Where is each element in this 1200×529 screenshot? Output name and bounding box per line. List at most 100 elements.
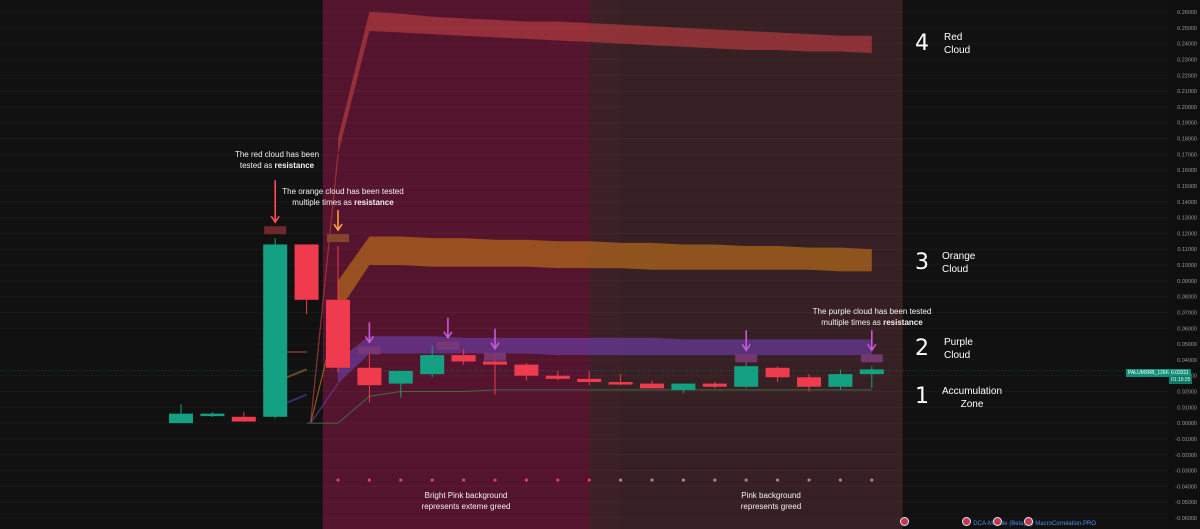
- price-axis-tick: 0.04000: [1177, 358, 1197, 364]
- resistance-marker: [358, 346, 381, 355]
- purple-cloud-zone-label: Purple Cloud: [944, 336, 980, 362]
- candle-body: [859, 369, 884, 375]
- price-axis-tick: 0.05000: [1177, 342, 1197, 348]
- price-axis-tick: 0.25000: [1177, 26, 1197, 32]
- zone-1-label-line1: Accumulation: [942, 386, 1003, 397]
- zone-2-label-line2: Cloud: [944, 350, 971, 361]
- price-axis-tick: 0.02000: [1177, 390, 1197, 396]
- price-axis-tick: 0.07000: [1177, 310, 1197, 316]
- signal-dot: [493, 478, 497, 482]
- signal-dot: [462, 478, 466, 482]
- candle-body: [734, 366, 759, 387]
- signal-dot: [870, 478, 874, 482]
- purple-cloud-leadin: [310, 383, 339, 424]
- signal-dot: [650, 478, 654, 482]
- signal-dot: [713, 478, 717, 482]
- candle-body: [702, 383, 727, 387]
- signal-dot: [336, 478, 340, 482]
- candle-body: [608, 382, 633, 385]
- signal-dot: [367, 478, 371, 482]
- resistance-marker: [264, 226, 287, 235]
- purple-note-line2-bold: resistance: [883, 318, 923, 327]
- price-axis-tick: -0.03000: [1175, 469, 1197, 475]
- arrow-head: [490, 342, 500, 351]
- zone-3-number: 3: [915, 249, 929, 275]
- pink-note-line1: Pink background: [741, 491, 801, 500]
- orange-cloud-zone-label: Orange Cloud: [942, 250, 978, 276]
- signal-dot: [587, 478, 591, 482]
- zone-1-number: 1: [915, 383, 929, 409]
- price-axis-tick: 0.15000: [1177, 184, 1197, 190]
- price-axis-tick: -0.01000: [1175, 437, 1197, 443]
- orange-cloud: [338, 236, 872, 313]
- arrow-head: [333, 223, 343, 232]
- price-axis-tick: 0.01000: [1177, 405, 1197, 411]
- footer-brand-link[interactable]: DCA-Module (Beta) by MacroCorrelation.PR…: [973, 521, 1096, 527]
- red-note-line2-pre: tested as: [239, 161, 275, 170]
- price-axis-panel: [1168, 0, 1200, 529]
- zone-4-label-line1: Red: [944, 32, 963, 43]
- signal-dot: [776, 478, 780, 482]
- zone-2-label-line1: Purple: [944, 337, 973, 348]
- candle-body: [545, 375, 570, 379]
- bright-pink-note-line2: represents exteme greed: [421, 502, 511, 511]
- price-axis-tick: 0.13000: [1177, 216, 1197, 222]
- arrow-head: [270, 215, 280, 224]
- flag-icon[interactable]: [900, 517, 909, 526]
- red-cloud-note: The red cloud has been tested as resista…: [222, 149, 332, 171]
- signal-dot: [838, 478, 843, 482]
- purple-note-line1: The purple cloud has been tested: [812, 307, 932, 316]
- candle-body: [671, 383, 696, 390]
- resistance-marker: [436, 341, 459, 350]
- zone-3-label-line1: Orange: [942, 251, 976, 262]
- candle-body: [294, 244, 319, 300]
- resistance-marker: [860, 354, 883, 363]
- price-axis-tick: 0.08000: [1177, 295, 1197, 301]
- purple-note-line2-pre: multiple times as: [821, 318, 884, 327]
- accumulation-zone-label: Accumulation Zone: [942, 385, 1002, 411]
- resistance-marker: [327, 234, 349, 243]
- flag-icon[interactable]: [993, 517, 1002, 526]
- candle-body: [765, 367, 790, 378]
- flag-icon[interactable]: [1024, 517, 1033, 526]
- bright-pink-note-line1: Bright Pink background: [424, 491, 508, 500]
- signal-dot: [681, 478, 686, 482]
- current-price-tag: 0.03311: [1169, 369, 1191, 377]
- price-axis-tick: 0.22000: [1177, 73, 1197, 79]
- zone-3-label-line2: Cloud: [942, 264, 969, 275]
- signal-dot: [399, 478, 403, 482]
- price-axis-tick: 0.11000: [1178, 247, 1197, 253]
- orange-note-line2-pre: multiple times as: [292, 198, 355, 207]
- signal-dot: [619, 478, 623, 482]
- candle-body: [263, 244, 288, 417]
- pink-note-line2: represents greed: [740, 502, 802, 511]
- zone-1-label-line2: Zone: [960, 399, 984, 410]
- price-axis-tick: 0.18000: [1177, 137, 1197, 143]
- pink-background-note: Pink background represents greed: [716, 490, 826, 512]
- price-axis-tick: 0.17000: [1177, 152, 1197, 158]
- candle-body: [200, 413, 225, 417]
- arrow-head: [741, 343, 751, 352]
- red-cloud-leadin: [310, 154, 339, 424]
- purple-cloud: [338, 336, 872, 384]
- price-countdown-tag: 01:10:25: [1169, 376, 1193, 384]
- orange-note-line1: The orange cloud has been tested: [282, 187, 404, 196]
- ticker-tag: PALUM9RB_126FAD.USD: [1126, 369, 1190, 377]
- price-axis-tick: 0.10000: [1177, 263, 1197, 269]
- arrow-head: [867, 343, 877, 352]
- price-axis-tick: 0.12000: [1177, 231, 1197, 237]
- price-axis-tick: -0.04000: [1175, 484, 1197, 490]
- candle-body: [169, 413, 193, 424]
- price-axis-tick: 0.23000: [1177, 57, 1197, 63]
- flag-icon[interactable]: [962, 517, 971, 526]
- red-note-line2-bold: resistance: [274, 161, 315, 170]
- candle-body: [514, 364, 539, 376]
- price-axis-tick: 0.00000: [1177, 421, 1197, 427]
- price-axis-tick: 0.21000: [1177, 89, 1197, 95]
- zone-4-label-line2: Cloud: [944, 45, 971, 56]
- price-axis-tick: -0.02000: [1175, 453, 1197, 459]
- red-note-line1: The red cloud has been: [234, 150, 320, 159]
- signal-dot: [807, 478, 811, 482]
- signal-dot: [524, 478, 529, 482]
